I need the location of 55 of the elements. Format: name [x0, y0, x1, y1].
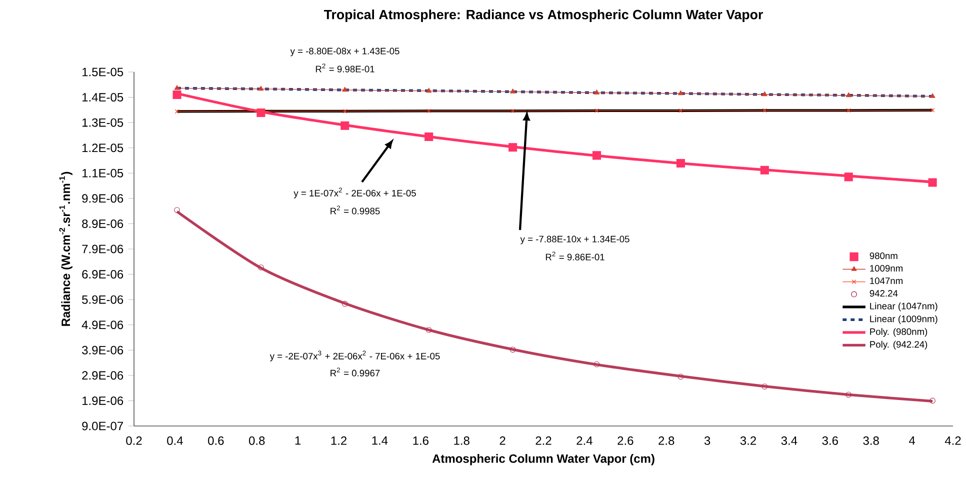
x-tick-label: 3.8	[863, 436, 879, 445]
x-tick-label: 2.8	[658, 436, 674, 445]
y-tick-label: 8.9E-06	[82, 219, 124, 228]
y-tick-label: 2.9E-06	[82, 371, 124, 380]
legend-label: Linear (1047nm)	[870, 302, 938, 312]
x-tick-label: 2.6	[618, 436, 634, 445]
annotation: R$^{2}$ = 0.9967	[330, 368, 380, 376]
x-tick-label: 4	[908, 436, 916, 445]
chart-title: Tropical Atmosphere: Radiance vs Atmospheric Column Water Vapor	[324, 10, 763, 22]
x-tick-label: 1.6	[413, 436, 428, 445]
annotation: y = 1E-07x$^{2}$ - 2E-06x + 1E-05	[294, 188, 416, 198]
x-tick-label: 3.2	[740, 436, 756, 445]
y-tick-label: 7.9E-06	[82, 244, 124, 254]
x-tick-label: 1.2	[331, 436, 346, 445]
x-tick-label: 1.4	[372, 436, 388, 445]
annotation: y = -2E-07x$^{3}$ + 2E-06x$^{2}$ - 7E-06x + 1E-05	[270, 350, 440, 362]
y-tick-label: 1.2E-05	[82, 144, 124, 152]
legend-label: 1009nm	[870, 265, 903, 272]
y-tick-label: 9.0E-07	[82, 422, 123, 430]
y-tick-label: 6.9E-06	[82, 270, 124, 279]
x-tick-label: 0.4	[167, 436, 183, 445]
text: y = -8.80E-08x + 1.43E-05	[290, 48, 400, 56]
x-tick-label: 0.2	[126, 436, 142, 445]
x-tick-label: 2.4	[576, 436, 592, 445]
legend-label: 1047nm	[870, 278, 903, 284]
legend-label: 980nm	[870, 252, 898, 260]
annotation: y = -7.88E-10x + 1.34E-05	[520, 236, 630, 244]
x-tick-label: 1.8	[454, 436, 470, 445]
x-tick-label: 3	[704, 436, 710, 445]
x-tick-label: 4.2	[944, 436, 961, 445]
y-tick-label: 1.9E-06	[82, 396, 124, 405]
legend-label: Poly. (980nm)	[870, 328, 928, 337]
annotation: R$^{2}$ = 0.9985	[330, 206, 380, 214]
y-tick-label: 1.1E-05	[82, 168, 124, 178]
annotation: R$^{2}$ = 9.86E-01	[546, 252, 604, 260]
x-tick-label: 0.6	[208, 436, 224, 445]
y-tick-label: 4.9E-06	[82, 320, 124, 330]
legend-label: Linear (1009nm)	[870, 315, 938, 324]
y-tick-label: 1.3E-05	[82, 118, 124, 127]
y-tick-label: 3.9E-06	[82, 346, 124, 354]
x-tick-label: 2	[500, 436, 506, 445]
y-tick-label: 1.4E-05	[82, 93, 124, 102]
x-tick-label: 0.8	[248, 436, 265, 445]
annotation: R$^{2}$ = 9.98E-01	[316, 64, 374, 72]
x-tick-label: 2.2	[536, 436, 552, 445]
x-tick-label: 3.6	[822, 436, 838, 445]
legend-label: Poly. (942.24)	[870, 340, 928, 350]
x-axis-title: Atmospheric Column Water Vapor (cm)	[432, 454, 654, 466]
y-axis-title: Radiance (W.cm$^{-2}$.sr$^{-1}$.nm$^{-1}$)	[59, 172, 72, 326]
x-tick-label: 3.4	[781, 436, 798, 445]
x-tick-label: 1	[295, 436, 301, 445]
y-tick-label: 9.9E-06	[82, 194, 124, 203]
legend-label: 942.24	[870, 290, 898, 297]
y-tick-label: 1.5E-05	[82, 68, 124, 76]
y-tick-label: 5.9E-06	[82, 295, 124, 304]
